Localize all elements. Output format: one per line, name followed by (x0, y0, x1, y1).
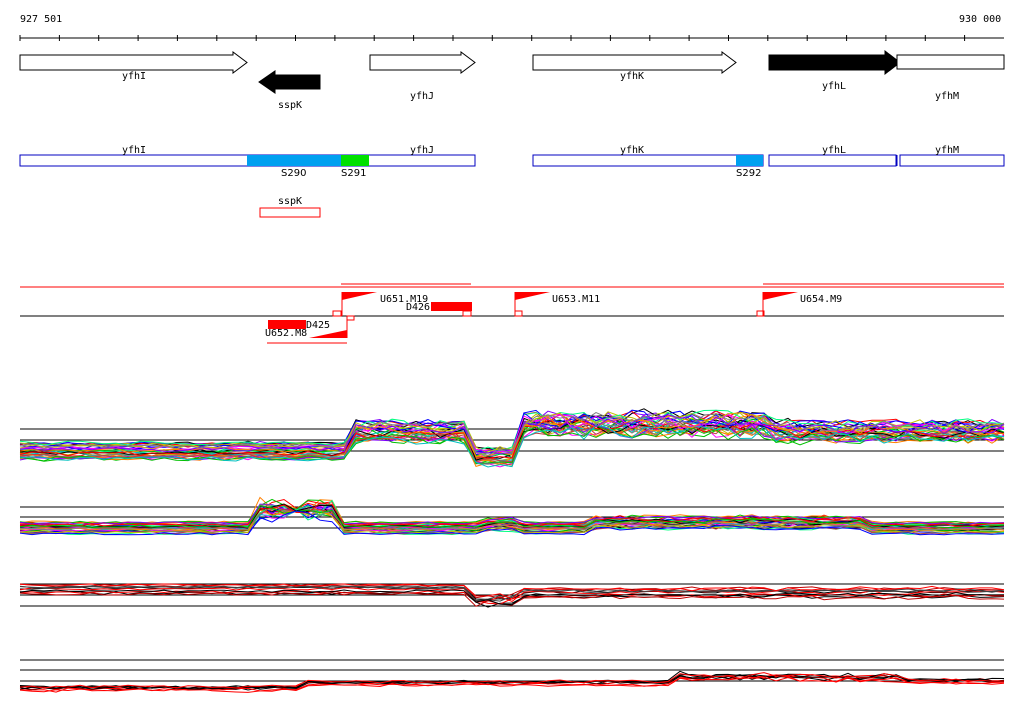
terminator-d426[interactable] (431, 302, 472, 311)
sub-feature-box-sspk[interactable] (259, 207, 321, 218)
expression-profile-line (19, 585, 1005, 602)
gene-arrow-yfhk[interactable] (532, 51, 737, 74)
ruler-end-label: 930 000 (959, 14, 1001, 25)
expression-profile-line (19, 425, 1005, 464)
gene-label-yfhi: yfhI (122, 71, 146, 82)
promoter-flag-u651[interactable] (342, 292, 377, 300)
transcript-label-u651: U651.M19 (380, 294, 428, 305)
transcript-label-u654: U654.M9 (800, 294, 842, 305)
expression-profile-line (19, 587, 1005, 603)
expression-profile-line (19, 506, 1005, 530)
expression-profile-line (19, 412, 1005, 453)
promoter-flag-u652[interactable] (309, 330, 347, 338)
expression-profile-line (19, 504, 1005, 531)
expression-profile-line (19, 502, 1004, 527)
terminator-d425[interactable] (268, 320, 306, 329)
expression-profile-line (19, 583, 1005, 600)
promoter-flag-u654[interactable] (763, 292, 798, 300)
gene-arrow-yfhj[interactable] (369, 51, 476, 74)
gene-arrow-yfhi[interactable] (19, 51, 248, 74)
ruler-start-label: 927 501 (20, 14, 62, 25)
gene-label-sspk: sspK (278, 100, 302, 111)
transcript-track: U651.M19 D426 U653.M11 U654.M9 D425 U652… (20, 283, 1004, 344)
feature-s290-bar[interactable] (247, 155, 341, 166)
gene-label-yfhj: yfhJ (410, 91, 434, 102)
expression-profile-line (19, 591, 1005, 608)
expression-profile-line (19, 672, 1005, 689)
gene-label-yfhk: yfhK (620, 71, 644, 82)
expression-profile-track-2 (19, 496, 1005, 536)
sub-feature-label-sspk: sspK (278, 196, 302, 207)
feature-label-s292: S292 (736, 168, 761, 179)
expression-profile-track-3 (19, 583, 1005, 608)
segment-track: yfhI yfhJ yfhK yfhL yfhM S290 S291 S292 … (19, 145, 1005, 218)
segment-box-yfhl[interactable] (768, 154, 897, 167)
coordinate-ruler: 927 501 930 000 (19, 14, 1004, 41)
feature-s292-bar[interactable] (736, 155, 763, 166)
expression-profile-line (19, 412, 1005, 456)
transcript-label-d425: D425 (306, 320, 330, 331)
gene-arrow-sspk[interactable] (258, 70, 321, 94)
expression-profile-line (19, 503, 1005, 525)
expression-profile-line (19, 409, 1005, 452)
segment-label-yfhm: yfhM (935, 145, 959, 156)
feature-label-s290: S290 (281, 168, 306, 179)
expression-profile-line (19, 505, 1005, 531)
expression-profile-line (19, 676, 1005, 693)
segment-label-yfhj: yfhJ (410, 145, 434, 156)
segment-label-yfhl: yfhL (822, 145, 846, 156)
segment-box-yfhk[interactable] (532, 154, 764, 167)
expression-profile-line (19, 424, 1005, 468)
gene-label-yfhm: yfhM (935, 91, 959, 102)
expression-profile-track-4 (19, 659, 1005, 693)
promoter-flag-u653[interactable] (515, 292, 550, 300)
feature-label-s291: S291 (341, 168, 366, 179)
gene-label-yfhl: yfhL (822, 81, 846, 92)
expression-profile-line (19, 505, 1005, 529)
ruler-ticks (19, 35, 966, 41)
gene-track: yfhI sspK yfhJ yfhK yfhL yfhM (19, 49, 1005, 111)
transcript-label-d426: D426 (406, 302, 430, 313)
segment-label-yfhk: yfhK (620, 145, 644, 156)
gene-box-yfhm[interactable] (896, 54, 1005, 70)
segment-box-yfhm[interactable] (899, 154, 1005, 167)
expression-profile-track-1 (19, 408, 1005, 468)
transcript-label-u653: U653.M11 (552, 294, 600, 305)
segment-label-yfhi: yfhI (122, 145, 146, 156)
expression-profile-line (19, 510, 1005, 536)
gene-arrow-yfhl[interactable] (768, 49, 901, 76)
transcript-label-u652: U652.M8 (265, 328, 307, 339)
expression-profile-line (19, 589, 1005, 606)
feature-s291-bar[interactable] (341, 155, 369, 166)
expression-profile-line (19, 498, 1004, 525)
